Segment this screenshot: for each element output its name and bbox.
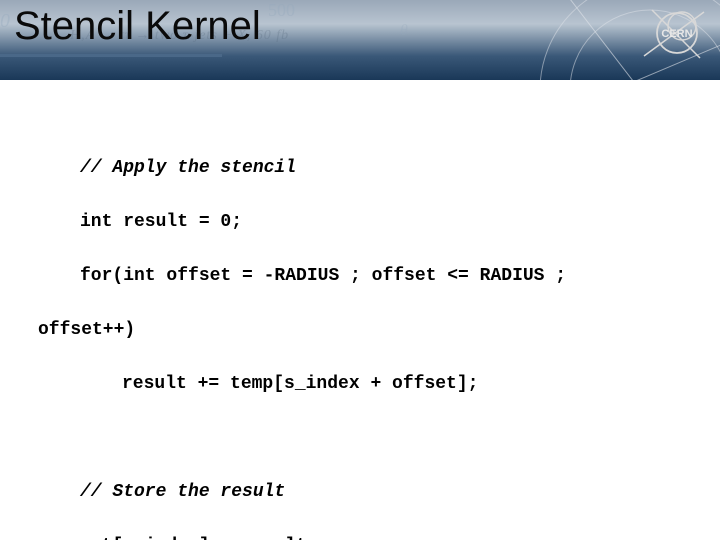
code-line-store: out[g_index] = result; bbox=[80, 533, 688, 540]
cern-logo: CERN bbox=[642, 6, 712, 60]
header-bg-decor-theta: θ bbox=[400, 22, 408, 40]
code-line-accum: result += temp[s_index + offset]; bbox=[122, 371, 688, 398]
code-line-decl: int result = 0; bbox=[80, 209, 688, 236]
code-block: // Apply the stencil int result = 0; for… bbox=[38, 128, 688, 540]
code-blank bbox=[38, 425, 688, 452]
title-underline bbox=[0, 54, 222, 57]
slide-header: 20 500 H,A → ττ → two τ-jets + X, 60 fb … bbox=[0, 0, 720, 80]
code-line-for: for(int offset = -RADIUS ; offset <= RAD… bbox=[80, 263, 688, 290]
header-bg-decor-left: 20 bbox=[0, 10, 10, 33]
code-comment-apply: // Apply the stencil bbox=[80, 155, 688, 182]
cern-logo-text: CERN bbox=[661, 28, 692, 40]
code-comment-store: // Store the result bbox=[80, 479, 688, 506]
header-bg-decor-num: 500 bbox=[268, 0, 295, 21]
slide-title: Stencil Kernel bbox=[14, 4, 261, 49]
code-line-for-cont: offset++) bbox=[38, 317, 688, 344]
